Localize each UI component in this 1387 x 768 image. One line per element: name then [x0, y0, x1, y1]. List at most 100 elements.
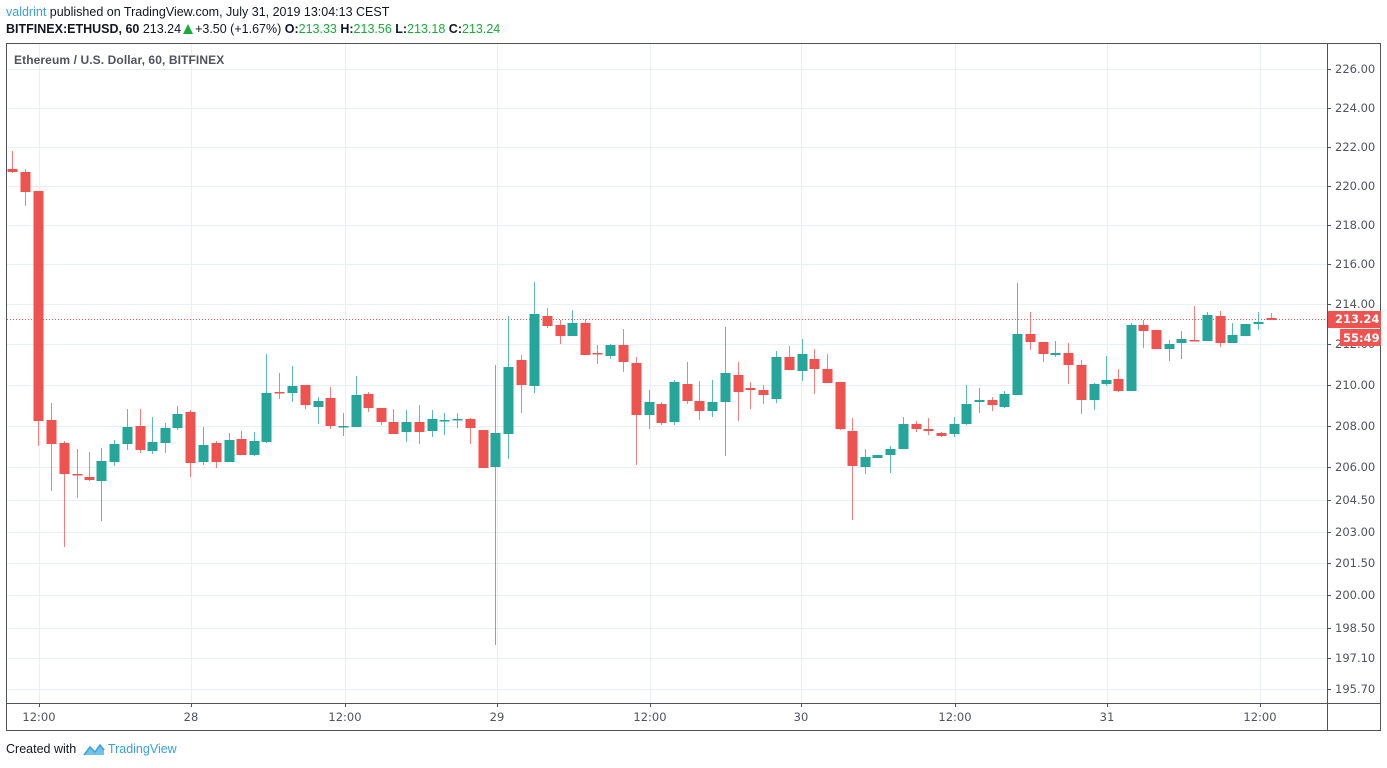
candle[interactable] [160, 423, 171, 453]
candle[interactable] [1227, 323, 1238, 343]
candle[interactable] [503, 316, 514, 459]
candle[interactable] [682, 362, 693, 404]
candle[interactable] [224, 433, 235, 462]
candle[interactable] [1253, 312, 1264, 330]
candle[interactable] [46, 403, 57, 491]
candle[interactable] [84, 452, 95, 481]
candle[interactable] [7, 151, 18, 173]
candle[interactable] [211, 441, 222, 468]
candle[interactable] [605, 344, 616, 359]
candle[interactable] [109, 440, 120, 466]
candle[interactable] [644, 390, 655, 429]
candle[interactable] [1215, 311, 1226, 347]
candle[interactable] [822, 354, 833, 383]
candle[interactable] [376, 408, 387, 425]
candle[interactable] [797, 339, 808, 381]
candle[interactable] [809, 349, 820, 394]
candle[interactable] [1038, 342, 1049, 362]
candle[interactable] [898, 417, 909, 449]
candle[interactable] [1089, 383, 1100, 410]
candle[interactable] [465, 418, 476, 444]
chart-frame[interactable] [6, 43, 1381, 731]
candle[interactable] [1240, 324, 1251, 336]
candle[interactable] [847, 418, 858, 520]
candle[interactable] [325, 387, 336, 429]
candle[interactable] [1025, 312, 1036, 350]
candle[interactable] [745, 382, 756, 409]
candle[interactable] [198, 427, 209, 465]
candle[interactable] [974, 388, 985, 413]
candle[interactable] [733, 362, 744, 421]
candle[interactable] [1176, 331, 1187, 359]
candle[interactable] [669, 380, 680, 425]
candle[interactable] [490, 365, 501, 645]
candle[interactable] [185, 410, 196, 477]
candle[interactable] [835, 382, 846, 430]
candle[interactable] [1189, 306, 1200, 342]
candle[interactable] [949, 417, 960, 437]
candle[interactable] [694, 381, 705, 420]
candle[interactable] [478, 430, 489, 468]
candle[interactable] [236, 431, 247, 455]
candle[interactable] [96, 448, 107, 521]
candle[interactable] [618, 329, 629, 372]
candle[interactable] [516, 355, 527, 413]
candle[interactable] [885, 446, 896, 473]
candle[interactable] [313, 397, 324, 424]
candle[interactable] [999, 391, 1010, 408]
candle[interactable] [261, 354, 272, 443]
candle[interactable] [351, 376, 362, 427]
candle[interactable] [656, 402, 667, 425]
candle[interactable] [707, 380, 718, 417]
candle[interactable] [720, 327, 731, 456]
candle[interactable] [911, 421, 922, 432]
candle[interactable] [784, 346, 795, 370]
candle[interactable] [427, 410, 438, 437]
candle[interactable] [631, 357, 642, 465]
candle[interactable] [555, 320, 566, 344]
candle[interactable] [1113, 369, 1124, 392]
candle[interactable] [1050, 341, 1061, 357]
candle[interactable] [1126, 323, 1137, 391]
candle[interactable] [122, 409, 133, 450]
candle[interactable] [872, 455, 883, 458]
candle[interactable] [388, 409, 399, 434]
candle[interactable] [529, 282, 540, 393]
candle[interactable] [300, 385, 311, 409]
candle[interactable] [542, 308, 553, 328]
publisher-link[interactable]: valdrint [6, 5, 47, 19]
candle[interactable] [1202, 312, 1213, 341]
candle[interactable] [274, 373, 285, 399]
candle[interactable] [936, 432, 947, 437]
candle[interactable] [59, 441, 70, 547]
tradingview-link[interactable]: TradingView [107, 742, 177, 756]
candle[interactable] [72, 449, 83, 498]
candle[interactable] [771, 351, 782, 403]
candle[interactable] [567, 310, 578, 336]
candle[interactable] [1151, 330, 1162, 349]
candle[interactable] [1063, 343, 1074, 384]
candle[interactable] [961, 385, 972, 425]
candle[interactable] [401, 410, 412, 442]
candle[interactable] [592, 345, 603, 364]
candle[interactable] [287, 366, 298, 402]
candle[interactable] [147, 417, 158, 454]
candle[interactable] [758, 385, 769, 404]
candle[interactable] [1164, 340, 1175, 361]
candle[interactable] [338, 413, 349, 436]
candle[interactable] [1101, 356, 1112, 386]
candle[interactable] [860, 449, 871, 474]
candle[interactable] [1012, 283, 1023, 395]
candle[interactable] [172, 406, 183, 430]
candle[interactable] [452, 413, 463, 428]
candle[interactable] [414, 405, 425, 444]
candle[interactable] [1076, 360, 1087, 414]
candle[interactable] [439, 413, 450, 435]
candle[interactable] [1266, 313, 1277, 320]
candle[interactable] [987, 397, 998, 411]
candle[interactable] [363, 392, 374, 412]
candle[interactable] [20, 169, 31, 206]
candle[interactable] [580, 319, 591, 355]
candle[interactable] [33, 191, 44, 446]
